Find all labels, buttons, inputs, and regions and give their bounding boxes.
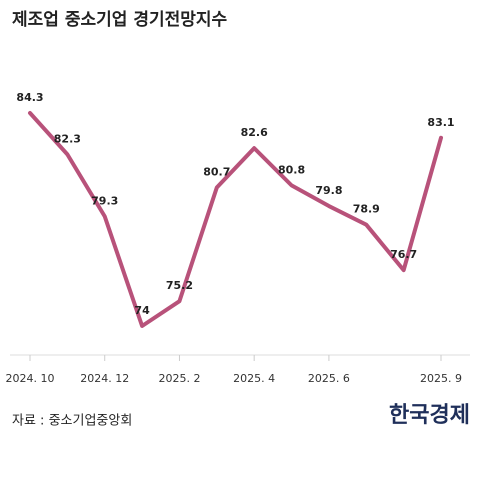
x-tick-label: 2024. 10 <box>6 372 55 385</box>
x-tick-label: 2025. 6 <box>308 372 350 385</box>
data-label: 80.8 <box>278 163 305 176</box>
logo: 한국경제 <box>389 402 470 428</box>
data-label: 75.2 <box>166 279 193 292</box>
data-label: 78.9 <box>353 203 380 216</box>
data-label: 79.3 <box>91 194 118 207</box>
x-tick-label: 2025. 4 <box>233 372 275 385</box>
data-label: 76.7 <box>390 248 417 261</box>
data-label: 83.1 <box>427 116 454 129</box>
data-label: 84.3 <box>16 91 43 104</box>
data-label: 74 <box>134 304 150 317</box>
data-label: 82.6 <box>241 126 268 139</box>
line <box>28 111 443 328</box>
data-label: 79.8 <box>315 184 342 197</box>
data-label: 82.3 <box>54 132 81 145</box>
x-tick-label: 2025. 9 <box>420 372 462 385</box>
data-label: 80.7 <box>203 165 230 178</box>
x-tick-label: 2024. 12 <box>80 372 129 385</box>
x-tick-label: 2025. 2 <box>158 372 200 385</box>
source: 자료 : 중소기업중앙회 <box>12 414 132 429</box>
chart-title: 제조업 중소기업 경기전망지수 <box>12 10 228 30</box>
